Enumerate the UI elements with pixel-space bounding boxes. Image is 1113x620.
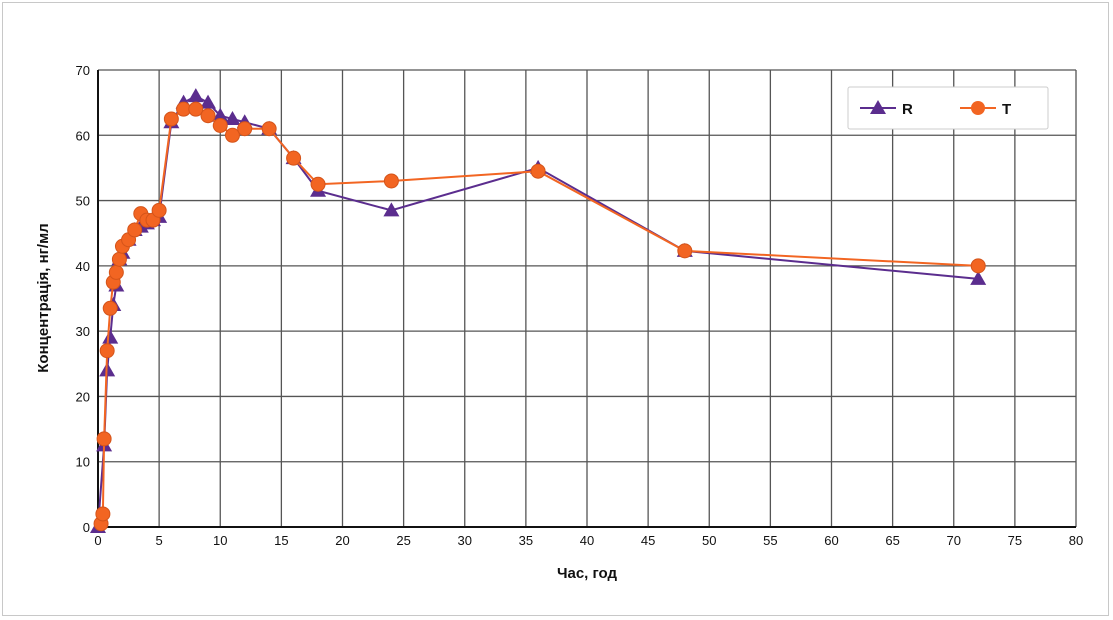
data-point-R <box>187 88 204 103</box>
data-point-T <box>970 258 986 274</box>
legend-label-R: R <box>902 101 913 118</box>
data-point-T <box>108 264 124 280</box>
data-point-R <box>102 329 119 344</box>
data-point-T <box>102 300 118 316</box>
y-axis-label: Концентрація, нг/мл <box>35 223 52 372</box>
data-point-T <box>99 343 115 359</box>
data-point-T <box>261 121 277 137</box>
data-point-T <box>127 222 143 238</box>
y-tick-label: 60 <box>76 128 90 143</box>
data-point-T <box>677 243 693 259</box>
x-tick-label: 10 <box>213 533 227 548</box>
data-point-T <box>151 202 167 218</box>
data-point-T <box>237 121 253 137</box>
data-point-T <box>188 101 204 117</box>
data-point-T <box>383 173 399 189</box>
data-point-T <box>212 117 228 133</box>
data-point-T <box>96 431 112 447</box>
x-tick-label: 15 <box>274 533 288 548</box>
y-tick-label: 20 <box>76 389 90 404</box>
data-point-T <box>310 176 326 192</box>
y-tick-label: 50 <box>76 194 90 209</box>
y-tick-label: 0 <box>83 520 90 535</box>
x-tick-label: 20 <box>335 533 349 548</box>
y-tick-label: 70 <box>76 63 90 78</box>
data-point-T <box>111 251 127 267</box>
legend-marker-T <box>971 101 985 115</box>
y-tick-label: 30 <box>76 324 90 339</box>
legend-marker-R <box>870 100 886 114</box>
data-point-R <box>224 110 241 125</box>
y-tick-label: 40 <box>76 259 90 274</box>
x-axis-label: Час, год <box>557 565 618 582</box>
data-point-T <box>200 108 216 124</box>
data-point-T <box>530 163 546 179</box>
x-tick-label: 65 <box>885 533 899 548</box>
x-tick-label: 30 <box>458 533 472 548</box>
data-point-R <box>970 270 987 285</box>
x-tick-label: 75 <box>1008 533 1022 548</box>
x-tick-label: 50 <box>702 533 716 548</box>
legend <box>847 86 1049 130</box>
x-tick-label: 25 <box>396 533 410 548</box>
x-tick-label: 80 <box>1069 533 1083 548</box>
x-tick-label: 35 <box>519 533 533 548</box>
y-tick-label: 10 <box>76 455 90 470</box>
data-point-R <box>383 202 400 217</box>
data-point-R <box>200 94 217 109</box>
data-point-T <box>95 506 111 522</box>
legend-label-T: T <box>1002 101 1011 118</box>
x-tick-label: 0 <box>94 533 101 548</box>
x-tick-label: 55 <box>763 533 777 548</box>
x-tick-label: 5 <box>156 533 163 548</box>
data-point-T <box>224 127 240 143</box>
x-tick-label: 70 <box>947 533 961 548</box>
data-point-T <box>163 111 179 127</box>
x-tick-label: 45 <box>641 533 655 548</box>
data-point-R <box>212 107 229 122</box>
data-point-T <box>286 150 302 166</box>
x-tick-label: 40 <box>580 533 594 548</box>
x-tick-label: 60 <box>824 533 838 548</box>
